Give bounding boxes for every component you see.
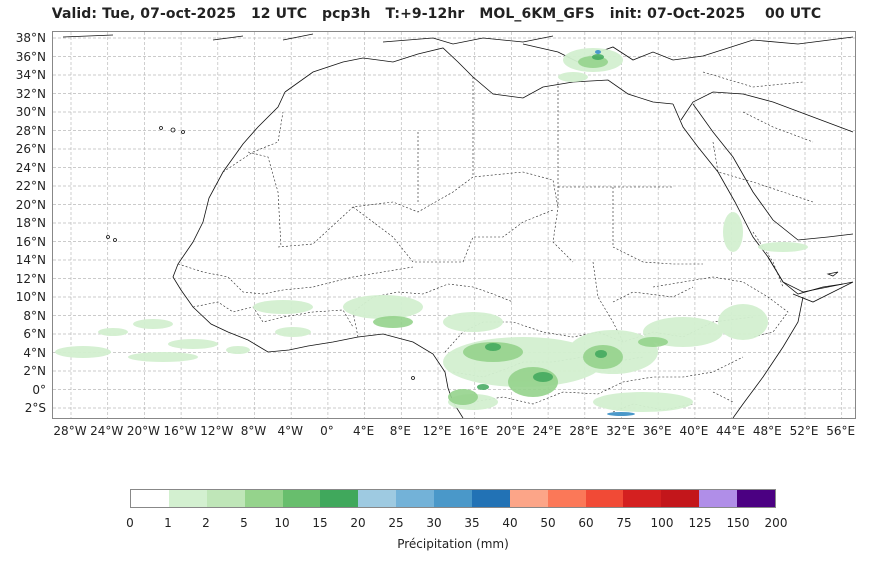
latitude-label: 6°N: [23, 327, 46, 341]
latitude-label: 2°S: [24, 401, 46, 415]
longitude-label: 48°E: [752, 424, 782, 438]
latitude-label: 28°N: [15, 123, 46, 138]
latitude-label: 34°N: [15, 68, 46, 82]
longitude-label: 0°: [320, 424, 334, 438]
colorbar-swatch: [509, 490, 548, 507]
latitude-label: 2°N: [23, 364, 46, 378]
colorbar-swatch: [547, 490, 586, 507]
longitude-label: 8°W: [240, 424, 267, 438]
longitude-label: 20°E: [495, 424, 525, 438]
colorbar-tick: 20: [350, 516, 366, 530]
colorbar-swatch: [282, 490, 321, 507]
latitude-label: 10°N: [15, 290, 46, 304]
colorbar-swatch: [358, 490, 397, 507]
colorbar-swatch: [396, 490, 434, 507]
colorbar-swatch: [206, 490, 245, 507]
longitude-label: 4°E: [352, 424, 375, 438]
colorbar-tick: 35: [464, 516, 480, 530]
colorbar-swatch: [699, 490, 737, 507]
colorbar: [130, 489, 776, 508]
colorbar-swatch: [471, 490, 510, 507]
latitude-label: 36°N: [15, 49, 46, 64]
longitude-label: 12°W: [200, 424, 234, 438]
colorbar-swatch: [320, 490, 359, 507]
colorbar-swatch: [585, 490, 624, 507]
colorbar-tick: 40: [502, 516, 518, 530]
latitude-label: 0°: [32, 382, 46, 397]
longitude-label: 28°W: [53, 424, 87, 438]
longitude-label: 28°E: [569, 424, 599, 438]
longitude-label: 40°E: [679, 424, 709, 438]
longitude-label: 24°W: [90, 424, 124, 438]
longitude-label: 20°W: [126, 424, 160, 438]
colorbar-swatch: [737, 490, 775, 507]
colorbar-tick: 10: [274, 516, 290, 530]
colorbar-tick: 125: [688, 516, 712, 530]
latitude-label: 30°N: [15, 105, 46, 119]
colorbar-label: Précipitation (mm): [397, 537, 509, 551]
latitude-label: 14°N: [15, 253, 46, 267]
precipitation-fields: [55, 48, 808, 416]
colorbar-tick: 200: [764, 516, 788, 530]
colorbar-tick: 25: [388, 516, 404, 530]
longitude-label: 16°E: [459, 424, 489, 438]
colorbar-tick: 15: [312, 516, 328, 530]
colorbar-tick: 0: [126, 516, 134, 530]
latitude-label: 16°N: [15, 234, 46, 249]
colorbar-tick: 5: [240, 516, 248, 530]
map-canvas: [53, 32, 855, 419]
precipitation-map: [52, 31, 856, 419]
longitude-label: 44°E: [716, 424, 746, 438]
colorbar-swatch: [661, 490, 700, 507]
latitude-label: 38°N: [15, 31, 46, 45]
latitude-label: 8°N: [23, 308, 46, 323]
longitude-label: 16°W: [163, 424, 197, 438]
colorbar-tick: 60: [578, 516, 594, 530]
colorbar-tick: 1: [164, 516, 172, 530]
colorbar-swatch: [434, 490, 472, 507]
longitude-label: 8°E: [389, 424, 411, 438]
colorbar-tick: 75: [616, 516, 632, 530]
colorbar-tick: 2: [202, 516, 210, 530]
latitude-label: 24°N: [15, 160, 46, 175]
map-title: Valid: Tue, 07-oct-2025 12 UTC pcp3h T:+…: [51, 6, 822, 22]
latitude-label: 22°N: [15, 179, 46, 193]
colorbar-swatch: [623, 490, 662, 507]
longitude-label: 4°W: [277, 424, 303, 438]
colorbar-tick: 30: [426, 516, 442, 530]
latitude-label: 26°N: [15, 142, 46, 156]
longitude-label: 56°E: [826, 424, 856, 438]
colorbar-swatch: [244, 490, 283, 507]
colorbar-tick: 150: [726, 516, 750, 530]
latitude-label: 12°N: [15, 271, 46, 286]
colorbar-tick: 50: [540, 516, 556, 530]
latitude-label: 18°N: [15, 216, 46, 230]
longitude-label: 12°E: [422, 424, 452, 438]
latitude-label: 20°N: [15, 197, 46, 212]
longitude-label: 24°E: [532, 424, 562, 438]
longitude-label: 52°E: [789, 424, 819, 438]
colorbar-tick: 100: [650, 516, 674, 530]
colorbar-swatch: [131, 490, 169, 507]
longitude-label: 36°E: [642, 424, 672, 438]
latitude-label: 32°N: [15, 86, 46, 101]
latitude-label: 4°N: [23, 345, 46, 360]
longitude-label: 32°E: [606, 424, 635, 438]
colorbar-swatch: [168, 490, 207, 507]
